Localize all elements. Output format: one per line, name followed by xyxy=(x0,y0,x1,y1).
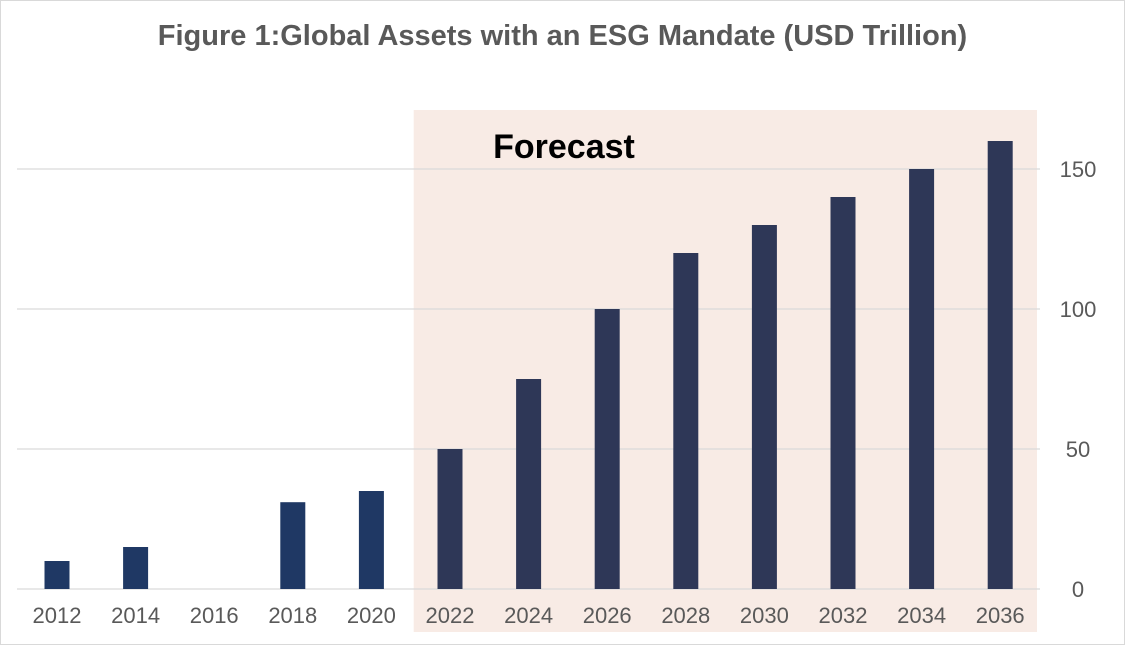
x-axis-ticks: 2012 2014 2016 2018 2020 2022 2024 2026 2028 2030… xyxy=(33,603,1025,628)
chart-title: Figure 1:Global Assets with an ESG Manda… xyxy=(157,20,968,52)
x-tick-label: 2026 xyxy=(583,603,632,628)
y-axis-ticks: 0 50 100 150 xyxy=(1060,157,1097,602)
bar-2036 xyxy=(987,141,1013,589)
x-tick-label: 2012 xyxy=(33,603,82,628)
forecast-region xyxy=(413,110,1037,632)
bar-2022 xyxy=(437,449,463,589)
x-tick-label: 2028 xyxy=(661,603,710,628)
x-tick-label: 2032 xyxy=(819,603,868,628)
y-tick-label: 100 xyxy=(1060,297,1097,322)
x-tick-label: 2030 xyxy=(740,603,789,628)
x-tick-label: 2016 xyxy=(190,603,239,628)
x-tick-label: 2034 xyxy=(897,603,946,628)
bars xyxy=(44,141,1013,589)
x-tick-label: 2020 xyxy=(347,603,396,628)
bar-2028 xyxy=(673,253,699,589)
bar-2032 xyxy=(830,197,856,589)
y-tick-label: 0 xyxy=(1072,577,1084,602)
x-tick-label: 2018 xyxy=(268,603,317,628)
forecast-label: Forecast xyxy=(493,128,635,166)
bar-2030 xyxy=(751,225,777,589)
y-tick-label: 50 xyxy=(1066,437,1090,462)
bar-2020 xyxy=(358,491,384,589)
bar-2014 xyxy=(123,547,149,589)
bar-2018 xyxy=(280,502,306,589)
x-tick-label: 2024 xyxy=(504,603,553,628)
bar-2012 xyxy=(44,561,70,589)
bar-2024 xyxy=(516,379,542,589)
bar-2034 xyxy=(909,169,935,589)
x-tick-label: 2022 xyxy=(426,603,475,628)
x-tick-label: 2014 xyxy=(111,603,160,628)
y-tick-label: 150 xyxy=(1060,157,1097,182)
bar-2026 xyxy=(594,309,620,589)
x-tick-label: 2036 xyxy=(976,603,1025,628)
